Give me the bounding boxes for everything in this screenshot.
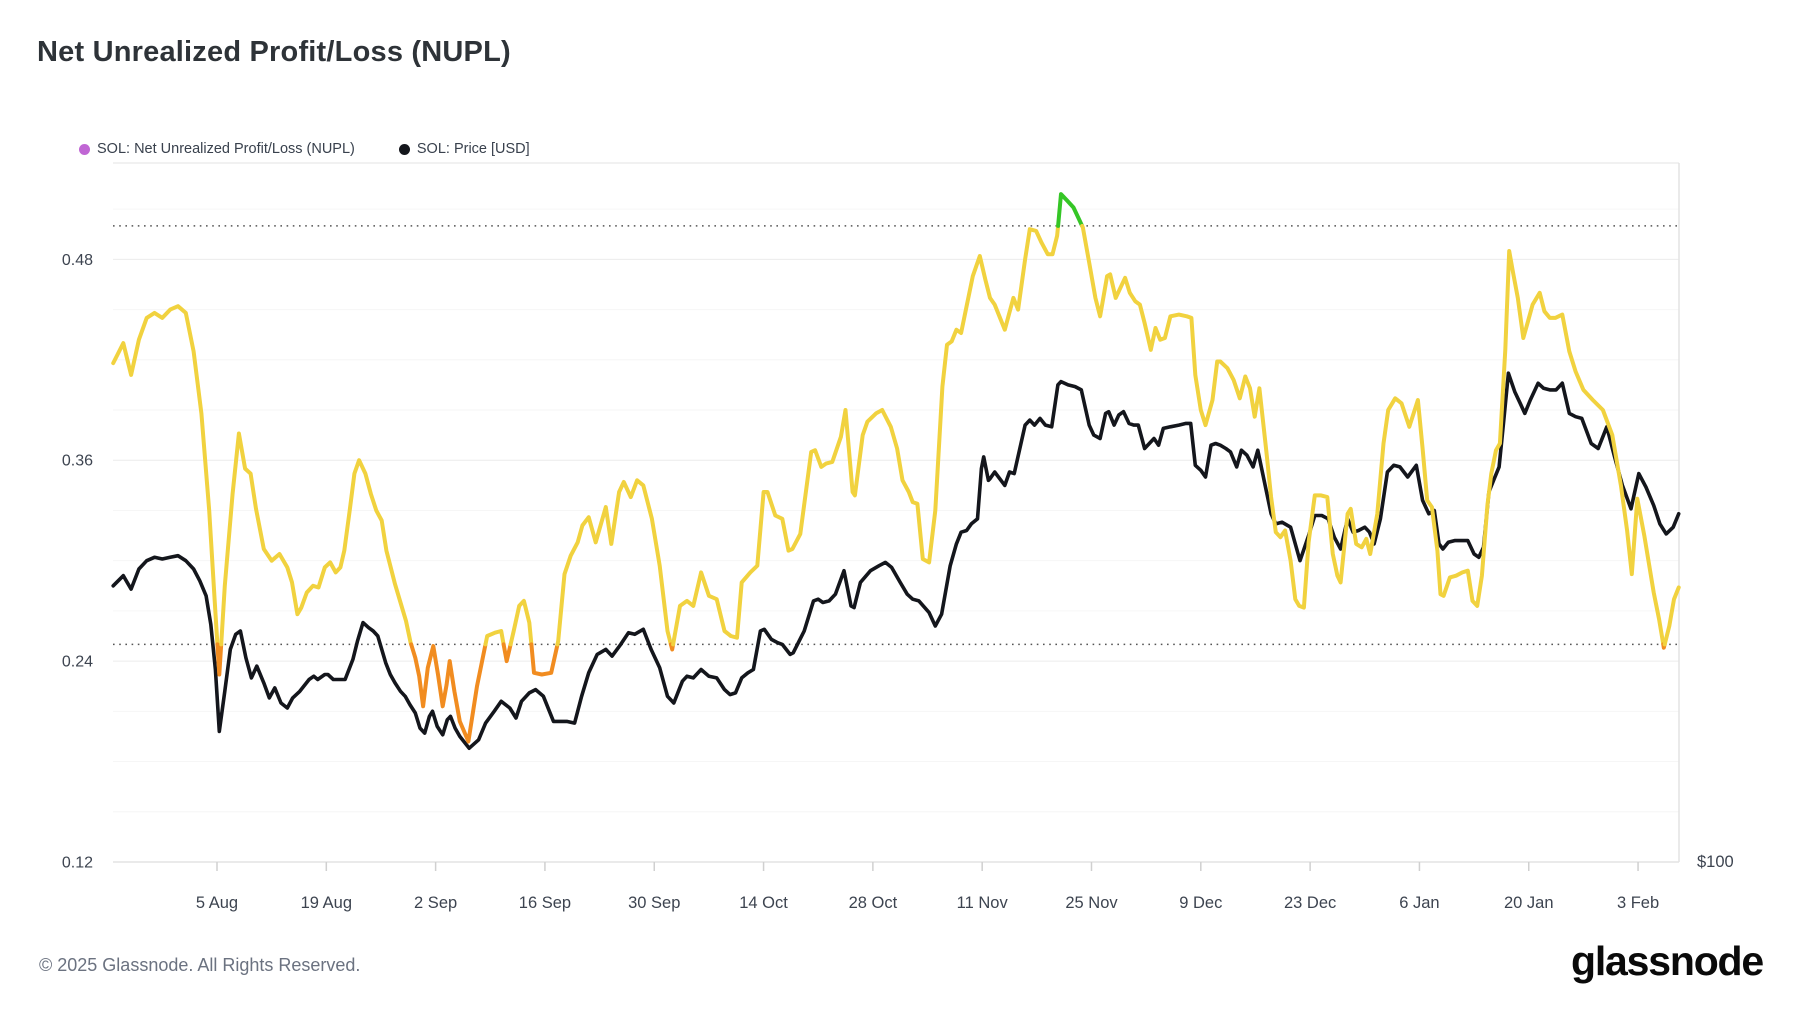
nupl-line-segment: [409, 642, 488, 744]
nupl-line-segment: [671, 223, 1061, 647]
legend-item-nupl[interactable]: SOL: Net Unrealized Profit/Loss (NUPL): [79, 141, 355, 157]
nupl-line-segment: [1056, 192, 1085, 228]
nupl-line-segment: [215, 642, 224, 677]
nupl-line-segment: [501, 642, 513, 664]
x-axis-tick-label: 25 Nov: [1065, 894, 1118, 912]
nupl-line-segment: [483, 629, 506, 647]
legend-item-price[interactable]: SOL: Price [USD]: [398, 141, 530, 157]
y-axis-tick-label: 0.24: [62, 654, 93, 671]
x-axis-tick-label: 28 Oct: [849, 894, 898, 912]
legend-label-price: SOL: Price [USD]: [416, 141, 530, 157]
chart-legend: SOL: Net Unrealized Profit/Loss (NUPL) S…: [79, 141, 530, 157]
price-line: [111, 371, 1681, 751]
x-axis-tick-label: 20 Jan: [1504, 894, 1554, 912]
price-series-dot-icon: [398, 143, 410, 155]
y-axis-tick-label: 0.12: [62, 855, 93, 872]
nupl-series-dot-icon: [79, 143, 90, 155]
copyright-text: © 2025 Glassnode. All Rights Reserved.: [39, 955, 361, 975]
nupl-line-segment: [508, 598, 534, 647]
x-axis-tick-label: 19 Aug: [301, 894, 352, 912]
y-axis-tick-label: 0.36: [62, 453, 93, 470]
x-axis-tick-label: 6 Jan: [1399, 894, 1439, 912]
y-axis-right-label: $100: [1697, 853, 1734, 871]
x-axis-tick-label: 9 Dec: [1179, 894, 1222, 912]
x-axis-tick-label: 3 Feb: [1617, 894, 1659, 912]
x-axis-tick-label: 5 Aug: [196, 894, 238, 912]
nupl-line-segment: [555, 478, 673, 647]
nupl-line-segment: [529, 642, 560, 677]
page-title: Net Unrealized Profit/Loss (NUPL): [37, 36, 511, 68]
x-axis-tick-label: 23 Dec: [1284, 894, 1336, 912]
x-axis-tick-label: 30 Sep: [628, 894, 680, 912]
nupl-line-segment: [1662, 585, 1681, 647]
legend-label-nupl: SOL: Net Unrealized Profit/Loss (NUPL): [97, 141, 355, 157]
glassnode-logo[interactable]: glassnode: [1571, 938, 1764, 984]
nupl-line-segment: [111, 304, 220, 647]
nupl-line-segment: [1080, 223, 1666, 647]
x-axis-tick-label: 14 Oct: [739, 894, 788, 912]
x-axis-tick-label: 16 Sep: [519, 894, 571, 912]
y-axis-tick-label: 0.48: [62, 252, 93, 269]
x-axis-tick-label: 11 Nov: [957, 894, 1009, 912]
x-axis-tick-label: 2 Sep: [414, 894, 457, 912]
nupl-line-segment: [219, 431, 414, 647]
